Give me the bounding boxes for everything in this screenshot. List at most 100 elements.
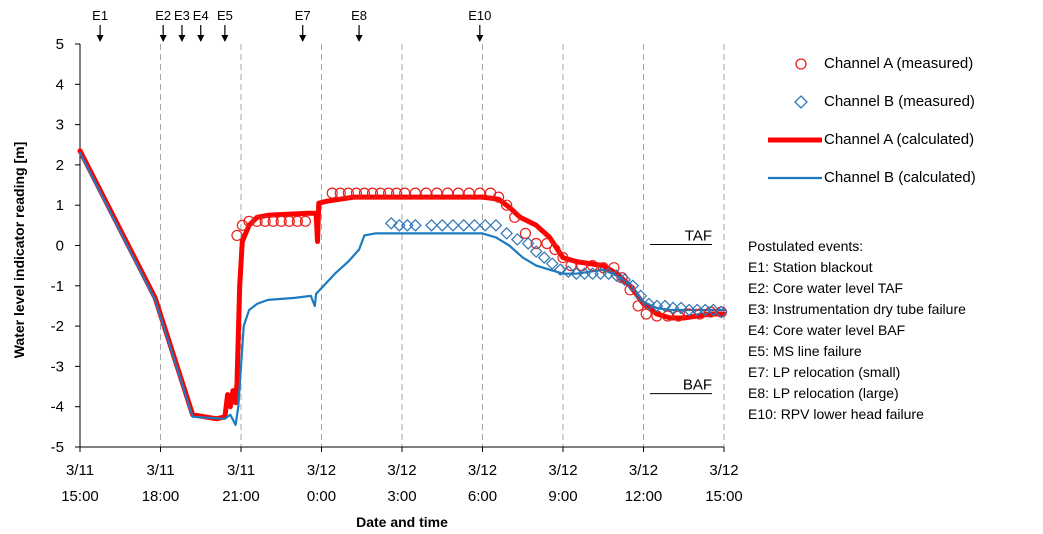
y-tick-label: 3 [56, 117, 64, 134]
grid-layer [160, 44, 725, 447]
data-point-circle [251, 215, 263, 227]
legend-item-channel-a-measured: Channel A (measured) [768, 52, 1038, 90]
arrow-down-icon [355, 35, 363, 42]
data-point-circle [409, 187, 422, 199]
data-point-diamond [500, 227, 513, 240]
data-point-circle [640, 308, 652, 320]
x-tick-label-date: 3/12 [307, 462, 336, 479]
x-tick-label-time: 15:00 [61, 488, 99, 505]
data-point-circle [326, 187, 338, 199]
arrow-down-icon [96, 35, 104, 42]
x-tick-label-time: 6:00 [468, 488, 497, 505]
x-tick-label-date: 3/12 [387, 462, 416, 479]
event-marker-label: E8 [351, 8, 367, 23]
data-point-circle [442, 187, 454, 199]
data-point-circle [267, 215, 279, 227]
y-tick-label: 0 [56, 238, 64, 255]
x-tick-label-date: 3/12 [548, 462, 577, 479]
legend-label: Channel A (measured) [824, 55, 974, 72]
event-marker-label: E4 [193, 8, 209, 23]
x-tick-label-time: 3:00 [387, 488, 416, 505]
data-point-diamond [610, 269, 624, 283]
event-item: E1: Station blackout [748, 259, 873, 275]
reference-line-label: TAF [685, 228, 712, 245]
y-axis-label: Water level indicator reading [m] [11, 142, 27, 359]
data-point-circle [382, 187, 395, 199]
y-tick-label: -5 [51, 439, 64, 456]
data-point-circle [342, 187, 354, 199]
data-point-circle [565, 260, 577, 272]
x-tick-label-date: 3/11 [66, 462, 94, 479]
arrow-down-icon [476, 35, 484, 42]
data-point-diamond [674, 301, 688, 315]
data-point-circle [662, 310, 674, 322]
data-point-circle [399, 187, 411, 199]
event-marker-label: E2 [155, 8, 171, 23]
data-point-circle [463, 187, 475, 199]
thick-line-icon [768, 137, 822, 143]
axis-labels-layer: Water level indicator reading [m] Date a… [11, 142, 448, 530]
event-item: E5: MS line failure [748, 343, 862, 359]
y-tick-label: -4 [51, 399, 64, 416]
data-point-diamond [553, 263, 567, 277]
data-point-diamond [537, 251, 551, 264]
data-point-diamond [435, 219, 449, 232]
y-tick-label: 1 [56, 197, 64, 214]
x-tick-label-time: 12:00 [625, 488, 663, 505]
data-point-circle [509, 211, 521, 223]
data-point-circle [334, 187, 346, 199]
arrow-down-icon [221, 35, 229, 42]
legend-label: Channel B (measured) [824, 93, 975, 110]
events-legend: Postulated events: E1: Station blackout … [748, 236, 966, 425]
events-legend-title: Postulated events: [748, 238, 864, 254]
data-point-diamond [618, 273, 632, 287]
data-point-circle [431, 187, 443, 199]
data-point-circle [259, 215, 271, 227]
x-tick-label-date: 3/12 [709, 462, 738, 479]
data-point-circle [420, 187, 432, 199]
event-marker-label: E10 [468, 8, 491, 23]
data-point-diamond [602, 267, 615, 281]
y-tick-label: 5 [56, 36, 64, 53]
legend-label: Channel A (calculated) [824, 131, 975, 148]
circle-marker-icon [795, 58, 807, 70]
event-markers-layer: E1 E2 E3 E4 E5 E7 E8 E10 [92, 8, 491, 42]
data-point-circle [632, 300, 644, 312]
data-point-diamond [658, 299, 672, 313]
data-point-diamond [626, 279, 640, 293]
x-tick-label-date: 3/11 [227, 462, 255, 479]
data-point-diamond [468, 219, 481, 232]
y-tick-label: 4 [56, 76, 64, 93]
diamond-marker-icon [794, 95, 808, 109]
event-item: E7: LP relocation (small) [748, 364, 901, 380]
arrow-down-icon [197, 35, 205, 42]
series-layer [77, 148, 728, 426]
y-tick-label: -2 [51, 318, 64, 335]
x-tick-label-date: 3/12 [468, 462, 497, 479]
data-point-diamond [401, 219, 414, 232]
data-point-diamond [446, 219, 460, 232]
event-marker-label: E1 [92, 8, 108, 23]
data-point-circle [391, 187, 403, 199]
x-tick-label-time: 15:00 [705, 488, 743, 505]
data-point-circle [231, 229, 243, 242]
data-point-diamond [545, 257, 559, 270]
legend-item-channel-b-calculated: Channel B (calculated) [768, 166, 1038, 204]
data-point-circle [299, 215, 311, 227]
data-point-circle [530, 237, 542, 250]
reference-lines-layer: TAF BAF [650, 228, 712, 395]
event-item: E2: Core water level TAF [748, 280, 904, 296]
data-point-diamond [457, 219, 471, 232]
data-point-circle [597, 262, 609, 274]
x-tick-label-time: 21:00 [222, 488, 260, 505]
data-point-circle [474, 187, 486, 199]
data-point-circle [374, 187, 387, 199]
x-tick-label-time: 9:00 [548, 488, 577, 505]
data-point-circle [366, 187, 379, 199]
data-point-circle [501, 199, 513, 211]
event-marker-label: E3 [174, 8, 190, 23]
legend-label: Channel B (calculated) [824, 169, 976, 186]
data-point-diamond [642, 297, 656, 311]
data-point-circle [683, 308, 695, 320]
x-tick-label-time: 0:00 [307, 488, 336, 505]
